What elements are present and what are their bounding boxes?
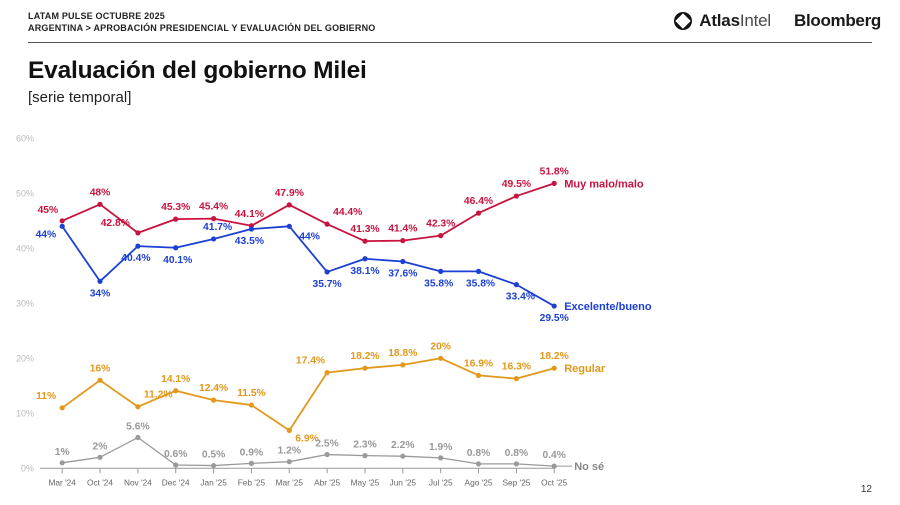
- svg-text:11%: 11%: [36, 391, 56, 402]
- svg-text:51.8%: 51.8%: [540, 166, 569, 177]
- svg-text:0%: 0%: [21, 463, 34, 473]
- svg-text:11.2%: 11.2%: [144, 390, 173, 401]
- svg-text:Dec '24: Dec '24: [162, 477, 190, 487]
- svg-text:41.3%: 41.3%: [350, 224, 379, 235]
- svg-text:0.8%: 0.8%: [467, 448, 490, 459]
- svg-text:16.9%: 16.9%: [464, 358, 493, 369]
- svg-text:33.4%: 33.4%: [506, 292, 535, 303]
- svg-text:20%: 20%: [430, 341, 451, 352]
- svg-text:40%: 40%: [16, 243, 34, 253]
- svg-text:40.1%: 40.1%: [163, 255, 192, 266]
- svg-text:43.5%: 43.5%: [235, 236, 264, 247]
- svg-text:Ago '25: Ago '25: [465, 477, 493, 487]
- svg-text:0.8%: 0.8%: [505, 448, 528, 459]
- svg-text:60%: 60%: [16, 133, 34, 143]
- svg-text:50%: 50%: [16, 188, 34, 198]
- svg-text:1.2%: 1.2%: [278, 446, 301, 457]
- svg-text:14.1%: 14.1%: [161, 374, 190, 385]
- svg-text:Jun '25: Jun '25: [390, 477, 417, 487]
- svg-text:16.3%: 16.3%: [502, 362, 531, 373]
- svg-text:20%: 20%: [16, 353, 34, 363]
- svg-text:18.8%: 18.8%: [388, 348, 417, 359]
- svg-text:0.9%: 0.9%: [240, 447, 263, 458]
- svg-text:Sep '25: Sep '25: [502, 477, 530, 487]
- svg-text:35.8%: 35.8%: [424, 278, 453, 289]
- svg-text:49.5%: 49.5%: [502, 179, 531, 190]
- svg-text:38.1%: 38.1%: [350, 266, 379, 277]
- svg-text:12.4%: 12.4%: [199, 383, 228, 394]
- svg-text:0.5%: 0.5%: [202, 450, 225, 461]
- svg-text:0.4%: 0.4%: [542, 450, 565, 461]
- svg-text:Oct '25: Oct '25: [541, 477, 567, 487]
- svg-text:46.4%: 46.4%: [464, 196, 493, 207]
- svg-text:Excelente/bueno: Excelente/bueno: [564, 301, 652, 313]
- svg-text:41.7%: 41.7%: [203, 222, 232, 233]
- svg-text:Mar '25: Mar '25: [276, 477, 304, 487]
- svg-text:Muy malo/malo: Muy malo/malo: [564, 178, 644, 190]
- svg-text:35.7%: 35.7%: [312, 279, 341, 290]
- svg-text:Regular: Regular: [564, 363, 606, 375]
- svg-text:2.3%: 2.3%: [353, 440, 376, 451]
- svg-text:40.4%: 40.4%: [121, 253, 150, 264]
- svg-text:44%: 44%: [36, 229, 57, 240]
- svg-text:45.3%: 45.3%: [161, 202, 190, 213]
- svg-text:30%: 30%: [16, 298, 34, 308]
- svg-text:18.2%: 18.2%: [350, 351, 379, 362]
- svg-text:35.8%: 35.8%: [466, 278, 495, 289]
- svg-text:Nov '24: Nov '24: [124, 477, 152, 487]
- svg-text:16%: 16%: [90, 363, 111, 374]
- svg-text:Feb '25: Feb '25: [238, 477, 266, 487]
- svg-text:48%: 48%: [90, 187, 111, 198]
- svg-text:0.6%: 0.6%: [164, 449, 187, 460]
- svg-text:Mar '24: Mar '24: [48, 477, 76, 487]
- svg-text:11.5%: 11.5%: [237, 388, 266, 399]
- svg-text:Jan '25: Jan '25: [200, 477, 227, 487]
- svg-text:10%: 10%: [16, 408, 34, 418]
- svg-text:44.1%: 44.1%: [235, 209, 264, 220]
- svg-text:18.2%: 18.2%: [540, 351, 569, 362]
- svg-text:2%: 2%: [93, 441, 108, 452]
- svg-text:May '25: May '25: [351, 477, 380, 487]
- svg-text:Oct '24: Oct '24: [87, 477, 113, 487]
- svg-text:45.4%: 45.4%: [199, 202, 228, 213]
- svg-text:34%: 34%: [90, 288, 111, 299]
- svg-text:1.9%: 1.9%: [429, 442, 452, 453]
- svg-text:2.2%: 2.2%: [391, 440, 414, 451]
- svg-text:5.6%: 5.6%: [126, 422, 149, 433]
- svg-text:42.8%: 42.8%: [101, 218, 130, 229]
- svg-text:44.4%: 44.4%: [333, 207, 362, 218]
- svg-text:Abr '25: Abr '25: [314, 477, 340, 487]
- svg-text:17.4%: 17.4%: [296, 356, 325, 367]
- svg-text:29.5%: 29.5%: [540, 313, 569, 324]
- svg-text:44%: 44%: [299, 231, 320, 242]
- svg-text:47.9%: 47.9%: [275, 188, 304, 199]
- svg-text:2.5%: 2.5%: [315, 439, 338, 450]
- svg-text:45%: 45%: [38, 205, 59, 216]
- svg-text:41.4%: 41.4%: [388, 224, 417, 235]
- svg-text:42.3%: 42.3%: [426, 219, 455, 230]
- svg-text:No sé: No sé: [574, 461, 604, 473]
- svg-text:1%: 1%: [55, 447, 70, 458]
- svg-text:Jul '25: Jul '25: [429, 477, 453, 487]
- svg-text:37.6%: 37.6%: [388, 269, 417, 280]
